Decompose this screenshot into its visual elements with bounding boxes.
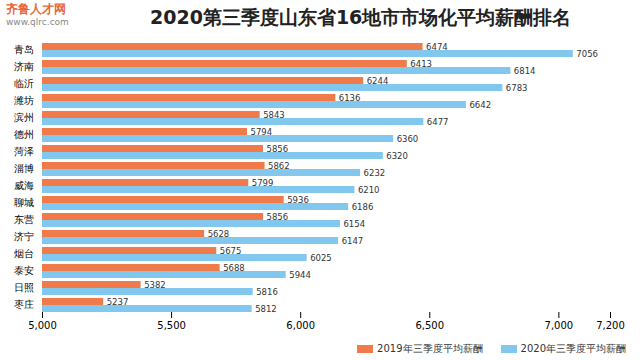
svg-text:6,500: 6,500 <box>415 320 444 331</box>
svg-text:6,000: 6,000 <box>286 320 315 331</box>
svg-text:济宁: 济宁 <box>14 231 34 242</box>
svg-text:临沂: 临沂 <box>14 78 34 89</box>
svg-text:5799: 5799 <box>252 178 274 188</box>
svg-text:青岛: 青岛 <box>14 44 34 55</box>
svg-text:6474: 6474 <box>426 42 448 52</box>
svg-text:5812: 5812 <box>255 304 277 314</box>
html-text:2020年三季度平均薪酬: 2020年三季度平均薪酬 <box>520 343 626 354</box>
svg-text:济南: 济南 <box>14 61 34 72</box>
svg-text:6210: 6210 <box>358 185 380 195</box>
svg-text:6025: 6025 <box>310 253 332 263</box>
svg-text:淄博: 淄博 <box>14 163 34 174</box>
html-text:www.qlrc.com: www.qlrc.com <box>6 17 69 27</box>
svg-text:5862: 5862 <box>268 161 290 171</box>
svg-text:聊城: 聊城 <box>14 197 34 208</box>
svg-text:6147: 6147 <box>342 236 364 246</box>
svg-text:6136: 6136 <box>339 93 361 103</box>
svg-text:泰安: 泰安 <box>14 265 34 276</box>
svg-text:日照: 日照 <box>14 282 34 293</box>
svg-text:6244: 6244 <box>367 76 389 86</box>
svg-text:5936: 5936 <box>287 195 309 205</box>
svg-text:6814: 6814 <box>514 66 536 76</box>
svg-text:6642: 6642 <box>469 100 491 110</box>
svg-text:5237: 5237 <box>107 297 129 307</box>
svg-text:5856: 5856 <box>267 212 289 222</box>
svg-text:5,000: 5,000 <box>28 320 57 331</box>
svg-text:菏泽: 菏泽 <box>14 146 34 157</box>
svg-text:5794: 5794 <box>250 127 272 137</box>
svg-text:5843: 5843 <box>263 110 285 120</box>
svg-text:7056: 7056 <box>576 49 598 59</box>
svg-text:烟台: 烟台 <box>14 248 34 259</box>
svg-text:5,500: 5,500 <box>157 320 186 331</box>
svg-text:7,200: 7,200 <box>596 320 625 331</box>
svg-text:6783: 6783 <box>506 83 528 93</box>
svg-text:威海: 威海 <box>14 180 34 191</box>
svg-text:5675: 5675 <box>220 246 242 256</box>
svg-text:6413: 6413 <box>410 59 432 69</box>
svg-text:5816: 5816 <box>256 287 278 297</box>
svg-text:6186: 6186 <box>352 202 374 212</box>
svg-text:5856: 5856 <box>267 144 289 154</box>
svg-text:德州: 德州 <box>14 129 34 140</box>
svg-text:枣庄: 枣庄 <box>14 299 34 310</box>
html-text:2019年三季度平均薪酬: 2019年三季度平均薪酬 <box>377 343 483 354</box>
svg-text:5944: 5944 <box>289 270 311 280</box>
svg-text:6477: 6477 <box>427 117 449 127</box>
svg-text:潍坊: 潍坊 <box>14 95 34 106</box>
svg-text:东营: 东营 <box>14 214 34 225</box>
html-text:2020第三季度山东省16地市市场化平均薪酬排名: 2020第三季度山东省16地市市场化平均薪酬排名 <box>150 6 572 28</box>
svg-text:6154: 6154 <box>343 219 365 229</box>
svg-text:滨州: 滨州 <box>14 112 34 123</box>
svg-text:6232: 6232 <box>364 168 386 178</box>
svg-text:5628: 5628 <box>208 229 230 239</box>
html-text:齐鲁人才网: 齐鲁人才网 <box>6 2 66 16</box>
svg-text:5382: 5382 <box>144 280 166 290</box>
svg-text:5688: 5688 <box>223 263 245 273</box>
svg-text:6320: 6320 <box>386 151 408 161</box>
svg-text:6360: 6360 <box>397 134 419 144</box>
svg-text:7,000: 7,000 <box>545 320 574 331</box>
